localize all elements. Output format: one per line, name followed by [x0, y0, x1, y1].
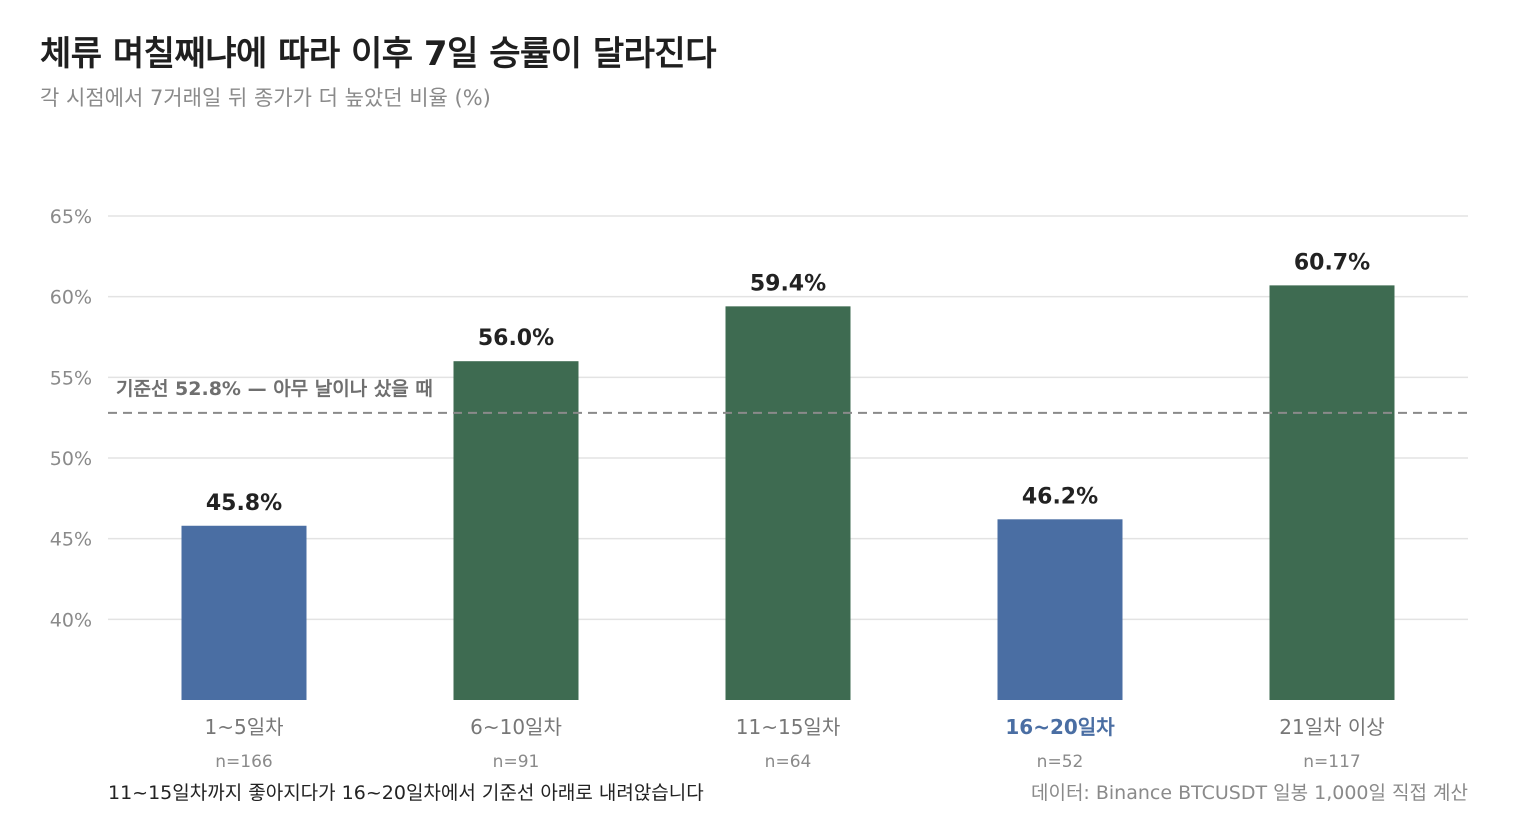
y-tick-label: 65% — [50, 206, 92, 228]
y-tick-label: 45% — [50, 529, 92, 551]
sample-size-label: n=64 — [765, 752, 812, 772]
y-tick-label: 55% — [50, 367, 92, 389]
y-tick-label: 60% — [50, 287, 92, 309]
chart-subtitle: 각 시점에서 7거래일 뒤 종가가 더 높았던 비율 (%) — [40, 86, 491, 110]
bar-value-label: 59.4% — [750, 271, 826, 296]
x-category-label: 1~5일차 — [204, 715, 283, 739]
bar-value-label: 56.0% — [478, 326, 554, 351]
y-tick-label: 50% — [50, 448, 92, 470]
sample-size-label: n=52 — [1037, 752, 1084, 772]
x-category-label: 6~10일차 — [470, 715, 562, 739]
y-tick-label: 40% — [50, 609, 92, 631]
x-category-label: 21일차 이상 — [1279, 715, 1384, 739]
footnote-left: 11~15일차까지 좋아지다가 16~20일차에서 기준선 아래로 내려앉습니다 — [108, 782, 704, 804]
baseline-label: 기준선 52.8% — 아무 날이나 샀을 때 — [116, 378, 433, 400]
bar — [181, 525, 307, 700]
bar-value-label: 60.7% — [1294, 250, 1370, 275]
bar — [1269, 285, 1395, 700]
bar — [725, 306, 851, 700]
bar-value-label: 45.8% — [206, 491, 282, 516]
sample-size-label: n=117 — [1303, 752, 1360, 772]
bar — [997, 519, 1123, 700]
sample-size-label: n=166 — [215, 752, 272, 772]
x-category-label: 11~15일차 — [736, 715, 840, 739]
bar — [453, 361, 579, 700]
x-category-label: 16~20일차 — [1005, 715, 1115, 739]
footnote-source: 데이터: Binance BTCUSDT 일봉 1,000일 직접 계산 — [1030, 782, 1468, 804]
bar-value-label: 46.2% — [1022, 484, 1098, 509]
chart-title: 체류 며칠째냐에 따라 이후 7일 승률이 달라진다 — [40, 34, 717, 74]
sample-size-label: n=91 — [493, 752, 540, 772]
